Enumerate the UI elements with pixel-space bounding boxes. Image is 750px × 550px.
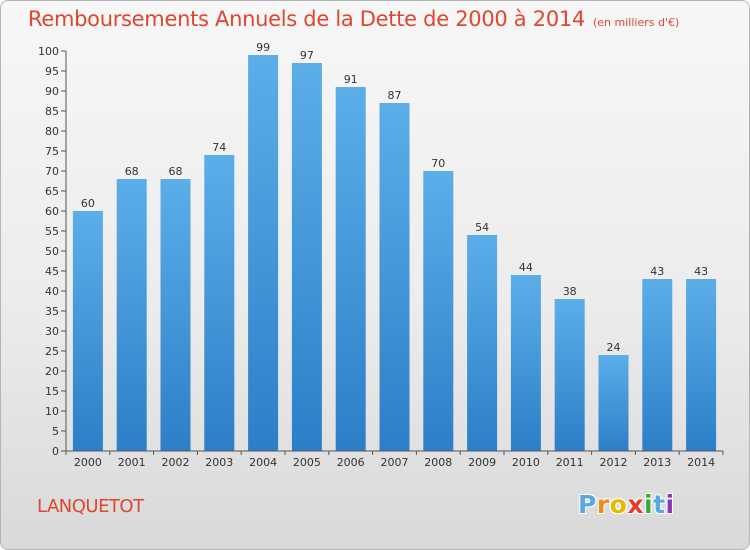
y-tick-label: 70 (45, 165, 59, 178)
logo-letter: r (596, 490, 610, 519)
bar-value-label: 68 (169, 165, 183, 178)
bars-layer: 60 68 68 74 99 97 91 87 70 54 44 38 24 43 43 (72, 41, 717, 451)
y-tick-label: 20 (45, 365, 59, 378)
bar-value-label: 44 (519, 261, 533, 274)
axes-layer: 0 5 10 15 20 25 30 35 40 45 50 55 60 65 70 75 80 85 90 95 10… (38, 45, 724, 469)
place-name: LANQUETOT (37, 496, 144, 517)
bar-value-label: 60 (81, 197, 95, 210)
bar-value-label: 43 (694, 265, 708, 278)
x-tick-label: 2001 (118, 456, 146, 469)
bar (335, 87, 366, 451)
y-tick-label: 50 (45, 245, 59, 258)
bar-value-label: 91 (344, 73, 358, 86)
chart-title: Remboursements Annuels de la Dette de 20… (28, 7, 679, 31)
y-tick-label: 40 (45, 285, 59, 298)
y-tick-label: 25 (45, 345, 59, 358)
bar (598, 355, 629, 451)
y-tick-label: 60 (45, 205, 59, 218)
y-tick-label: 65 (45, 185, 59, 198)
x-tick-label: 2007 (381, 456, 409, 469)
bar (72, 211, 103, 451)
bar-chart: 60 68 68 74 99 97 91 87 70 54 44 38 24 43 43 0 5 10 15 20 2… (38, 41, 724, 469)
bar (467, 235, 498, 451)
bar (160, 179, 191, 451)
bar (554, 299, 585, 451)
logo-letter: i (644, 490, 654, 519)
title-unit: (en milliers d'€) (593, 16, 680, 29)
bar (510, 275, 541, 451)
y-tick-label: 30 (45, 325, 59, 338)
x-tick-label: 2000 (74, 456, 102, 469)
x-tick-label: 2005 (293, 456, 321, 469)
x-tick-label: 2004 (249, 456, 277, 469)
bar (204, 155, 235, 451)
y-tick-label: 90 (45, 85, 59, 98)
bar (379, 103, 410, 451)
bar-value-label: 38 (563, 285, 577, 298)
bar-value-label: 24 (607, 341, 621, 354)
bar-value-label: 70 (431, 157, 445, 170)
y-tick-label: 80 (45, 125, 59, 138)
x-tick-label: 2012 (600, 456, 628, 469)
x-tick-label: 2006 (337, 456, 365, 469)
bar-value-label: 97 (300, 49, 314, 62)
logo-letter: P (578, 490, 597, 519)
logo-letter: o (609, 490, 628, 519)
logo-letter: x (627, 490, 644, 519)
bar-value-label: 43 (650, 265, 664, 278)
logo-letter: i (665, 490, 675, 519)
x-tick-label: 2003 (205, 456, 233, 469)
bar-value-label: 68 (125, 165, 139, 178)
bar-value-label: 54 (475, 221, 489, 234)
bar (686, 279, 717, 451)
bar (291, 63, 322, 451)
bar (423, 171, 454, 451)
title-main: Remboursements Annuels de la Dette de 20… (28, 7, 585, 31)
proxiti-logo: Proxiti (578, 490, 675, 519)
x-tick-label: 2002 (162, 456, 190, 469)
y-tick-label: 35 (45, 305, 59, 318)
y-tick-label: 0 (52, 445, 59, 458)
x-tick-label: 2009 (468, 456, 496, 469)
bar-value-label: 87 (388, 89, 402, 102)
y-tick-label: 75 (45, 145, 59, 158)
y-tick-label: 100 (38, 45, 59, 58)
bar (116, 179, 147, 451)
bar-value-label: 99 (256, 41, 270, 54)
y-tick-label: 45 (45, 265, 59, 278)
y-tick-label: 95 (45, 65, 59, 78)
bar (248, 55, 279, 451)
x-tick-label: 2008 (424, 456, 452, 469)
x-tick-label: 2014 (687, 456, 715, 469)
bar-value-label: 74 (212, 141, 226, 154)
logo-letter: t (653, 490, 666, 519)
y-tick-label: 55 (45, 225, 59, 238)
x-tick-label: 2011 (556, 456, 584, 469)
x-tick-label: 2010 (512, 456, 540, 469)
x-tick-label: 2013 (643, 456, 671, 469)
y-tick-label: 85 (45, 105, 59, 118)
bar (642, 279, 673, 451)
y-tick-label: 15 (45, 385, 59, 398)
y-tick-label: 5 (52, 425, 59, 438)
y-tick-label: 10 (45, 405, 59, 418)
